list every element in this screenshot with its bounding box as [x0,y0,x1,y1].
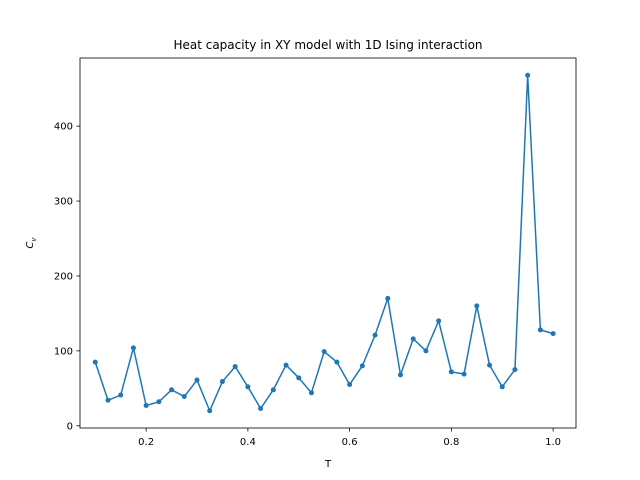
data-point [105,397,111,403]
data-point [436,318,442,324]
data-point [245,384,251,390]
x-tick-label: 0.2 [138,437,154,448]
data-point [448,369,454,375]
data-point [397,372,403,378]
data-point [423,348,429,354]
chart-title: Heat capacity in XY model with 1D Ising … [173,38,482,52]
data-point [283,362,289,368]
plot-area [92,72,556,414]
x-tick-label: 0.4 [240,437,256,448]
x-tick-label: 0.8 [443,437,459,448]
y-tick-label: 400 [54,122,73,133]
data-point [296,375,302,381]
data-point [474,303,480,309]
data-point [258,406,264,412]
data-point [130,345,136,351]
data-point [359,363,365,369]
data-point [308,390,314,396]
data-point [219,379,225,385]
x-tick-label: 1.0 [545,437,561,448]
data-point [487,362,493,368]
x-axis-ticks: 0.2 0.4 0.6 0.8 1.0 [138,428,561,448]
data-point [194,377,200,383]
data-point [461,371,467,377]
y-axis-ticks: 0 100 200 300 400 [54,122,80,432]
data-point [512,367,518,373]
axes-frame [79,57,577,429]
data-point [169,387,175,393]
data-point [92,359,98,365]
x-tick-label: 0.6 [342,437,358,448]
y-tick-label: 200 [54,271,73,282]
data-point [156,399,162,405]
data-point [143,403,149,409]
y-tick-label: 300 [54,197,73,208]
data-point [347,382,353,388]
data-point [321,349,327,355]
y-axis-label-subscript: v [30,237,38,242]
data-point [270,387,276,393]
y-tick-label: 0 [67,421,73,432]
data-point [181,394,187,400]
data-point [207,408,213,414]
data-point [537,327,543,333]
data-point [525,72,531,78]
data-point [372,332,378,338]
data-point [118,392,124,398]
data-point [410,336,416,342]
data-point [385,295,391,301]
data-point [232,364,238,370]
data-point [499,384,505,390]
y-axis-label-main: C [25,242,36,249]
y-axis-label: Cv [25,237,38,249]
y-tick-label: 100 [54,346,73,357]
data-point [334,359,340,365]
x-axis-label: T [324,459,332,470]
data-point [550,331,556,337]
